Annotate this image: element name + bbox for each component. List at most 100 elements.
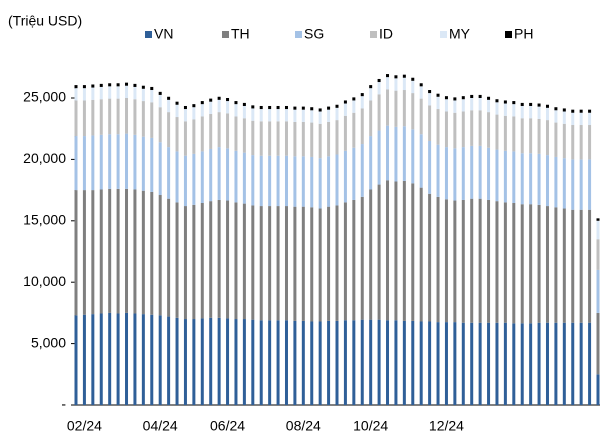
bar-segment [268,121,272,156]
bar-segment [226,200,230,319]
bar-segment [444,199,448,323]
x-tick-label: 10/24 [353,418,388,434]
bar-segment [310,110,314,123]
bar-segment [318,321,322,405]
bar-segment [588,322,592,405]
bar-segment [394,78,398,91]
bar-segment [301,109,305,122]
bar-segment [529,105,533,119]
bar-segment [588,125,592,160]
bar-segment [343,202,347,321]
bar-segment [82,100,86,137]
bar-segment [150,90,154,103]
bar-segment [276,320,280,405]
bar-segment [310,107,314,111]
bar-segment [588,209,592,323]
bar-segment [394,181,398,321]
x-tick-label: 08/24 [286,418,321,434]
bar-segment [478,98,482,111]
bar-segment [352,97,356,101]
bar-segment [318,111,322,124]
bar-segment [150,86,154,91]
bar-segment [133,86,137,100]
bar-segment [226,318,230,405]
bar-segment [251,205,255,320]
bar-segment [411,77,415,81]
bar-segment [487,99,491,113]
bar-segment [369,100,373,137]
bar-segment [133,83,137,87]
bar-segment [402,77,406,91]
bar-segment [276,105,280,110]
bar-segment [369,88,373,101]
bar-segment [167,316,171,405]
bar-segment [360,96,364,109]
bar-segment [133,313,137,405]
bar-segment [158,195,162,316]
bar-segment [217,199,221,318]
bar-segment [150,102,154,138]
bar-segment [402,126,406,181]
bar-segment [343,150,347,203]
bar-segment [537,118,541,154]
bar-segment [495,114,499,150]
bar-segment [596,218,600,221]
bar-segment [512,323,516,405]
bar-segment [571,112,575,126]
bar-segment [318,208,322,322]
bar-segment [453,100,457,113]
bar-segment [386,320,390,405]
bar-segment [394,90,398,127]
bar-segment [167,112,171,148]
bar-segment [545,322,549,405]
bar-segment [352,320,356,405]
bar-segment [268,320,272,405]
bar-segment [470,94,474,98]
y-tick-label: 25,000 [23,89,66,105]
bar-segment [310,122,314,157]
bar-segment [192,204,196,320]
bar-segment [251,120,255,156]
bar-segment [209,98,213,102]
bar-segment [537,106,541,119]
bar-segment [183,206,187,320]
bar-segment [444,147,448,200]
bar-segment [411,80,415,94]
bar-segment [495,102,499,115]
bar-segment [74,190,78,316]
bar-segment [360,93,364,97]
y-tick-label: 5,000 [31,334,66,350]
bar-segment [571,125,575,160]
bar-segment [419,187,423,322]
bar-segment [91,99,95,136]
bar-segment [234,101,238,105]
y-tick-label: 20,000 [23,150,66,166]
x-tick-label: 06/24 [210,418,245,434]
bar-segment [562,123,566,159]
bar-segment [74,88,78,101]
bar-segment [293,121,297,157]
bar-segment [562,111,566,124]
bar-segment [234,150,238,203]
bar-segment [335,154,339,206]
bar-segment [82,88,86,101]
bar-segment [175,202,179,318]
bar-segment [352,112,356,148]
bar-segment [554,322,558,405]
bar-segment [503,115,507,151]
bar-segment [444,322,448,405]
bar-segment [579,125,583,160]
bar-segment [579,322,583,405]
bar-segment [327,109,331,122]
bar-segment [470,322,474,405]
bar-segment [226,98,230,102]
bar-segment [99,313,103,405]
legend-swatch [295,31,302,38]
bar-segment [596,312,600,375]
bar-segment [436,109,440,145]
bar-segment [293,109,297,122]
bar-segment [192,107,196,120]
bar-segment [242,319,246,405]
bar-segment [175,101,179,105]
bar-segment [579,209,583,323]
